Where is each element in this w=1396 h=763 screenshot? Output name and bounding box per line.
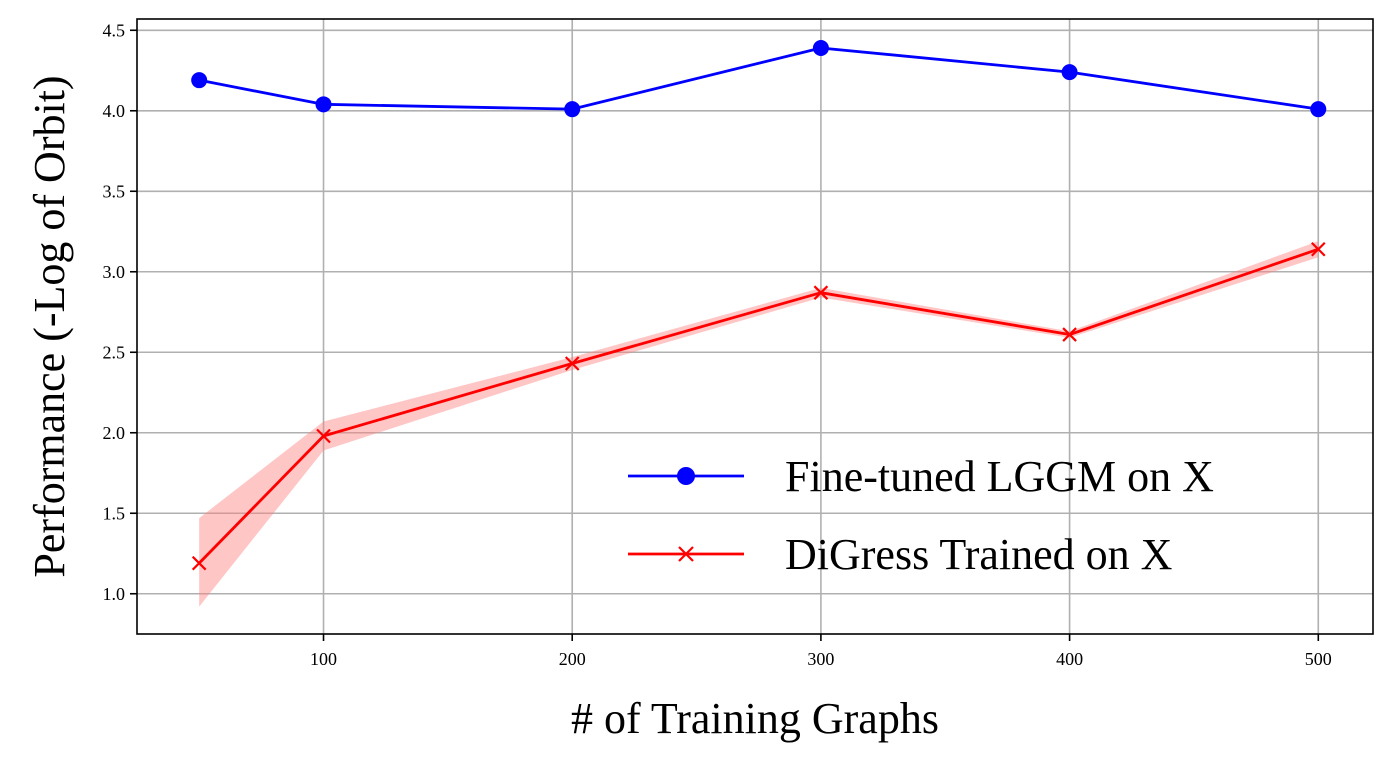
x-tick-label: 500 [1305, 649, 1332, 669]
x-tick-label: 300 [807, 649, 834, 669]
series-1-point [564, 356, 580, 371]
axis-ticks: 100 200 300 400 500 1.0 1.5 2.0 2.5 3.0 3.5 4.0 4.5 [103, 20, 1332, 669]
legend-marker-1 [678, 546, 694, 562]
x-marker-stroke [813, 285, 829, 300]
series-markers [191, 39, 1327, 571]
series-0-point [564, 101, 581, 118]
series-0-line [198, 46, 1319, 111]
legend-label-0: Fine-tuned LGGM on X [785, 452, 1214, 501]
series-1-point [1062, 327, 1077, 342]
y-tick-label: 2.0 [103, 423, 126, 443]
y-tick-label: 1.0 [103, 584, 126, 604]
confidence-bands [199, 241, 1319, 607]
series-1-band [199, 241, 1319, 607]
plot-frame [136, 18, 1374, 635]
x-axis-title: # of Training Graphs [571, 694, 939, 743]
series-1-line [198, 247, 1319, 565]
x-tick-label: 100 [310, 649, 337, 669]
legend: Fine-tuned LGGM on X DiGress Trained on X [628, 452, 1214, 579]
x-marker-stroke [316, 428, 331, 444]
series-1-point [813, 285, 829, 300]
y-axis-title: Performance (-Log of Orbit) [25, 75, 74, 577]
series-1-point [1311, 241, 1326, 257]
series-1-point [316, 428, 331, 444]
legend-marker-0 [677, 467, 695, 485]
y-tick-label: 1.5 [103, 503, 126, 523]
y-tick-label: 2.5 [103, 342, 126, 362]
x-marker-stroke [1311, 241, 1326, 257]
x-marker-stroke [678, 546, 694, 562]
y-tick-label: 4.5 [103, 20, 126, 40]
series-0-point [191, 72, 208, 89]
x-marker-stroke [1062, 327, 1077, 342]
y-tick-label: 3.0 [103, 262, 126, 282]
series-1-point [191, 555, 207, 571]
series-0-point [315, 96, 332, 113]
x-marker-stroke [564, 356, 580, 371]
x-tick-label: 200 [559, 649, 586, 669]
y-tick-label: 4.0 [103, 101, 126, 121]
x-tick-label: 400 [1056, 649, 1083, 669]
series-0-point [812, 39, 829, 56]
y-tick-label: 3.5 [103, 181, 126, 201]
series-lines [198, 46, 1319, 565]
series-0-point [1310, 101, 1327, 118]
series-0-point [1061, 64, 1078, 81]
x-marker-stroke [191, 555, 207, 571]
grid-lines [137, 19, 1373, 634]
legend-label-1: DiGress Trained on X [785, 530, 1172, 579]
